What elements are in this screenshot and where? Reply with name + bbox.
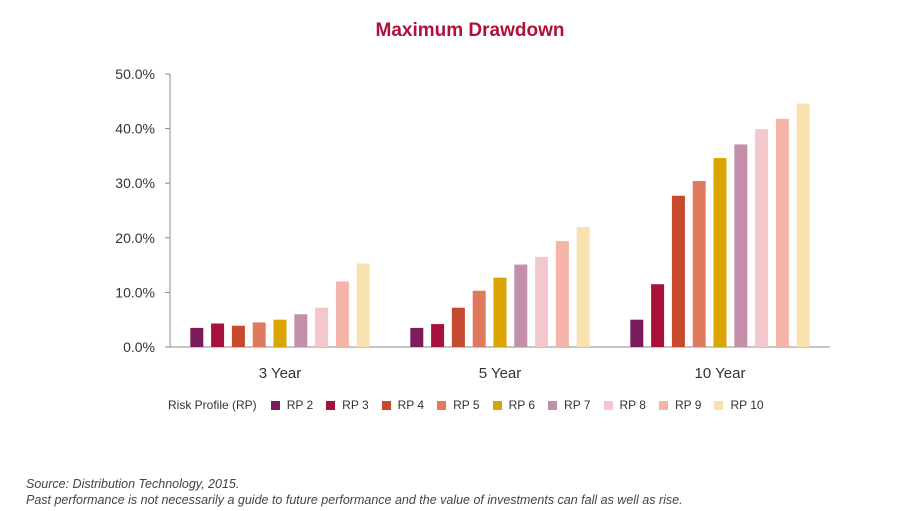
category-label: 3 Year (259, 365, 302, 382)
bar (713, 158, 727, 347)
y-tick-label: 10.0% (115, 284, 155, 300)
legend-label: RP 8 (619, 398, 646, 412)
bar (651, 284, 665, 347)
legend-item: RP 4 (381, 398, 425, 412)
bar (252, 322, 266, 347)
y-tick-label: 40.0% (115, 121, 155, 137)
bar (231, 325, 245, 347)
bar (356, 263, 370, 347)
bar-chart: 0.0% 10.0% 20.0% 30.0% 40.0% 50.0% 3 Year 5 Ye… (115, 66, 830, 382)
legend-label: RP 10 (730, 398, 764, 412)
legend-swatch (437, 400, 447, 410)
bar (190, 327, 204, 347)
legend-label: RP 3 (342, 398, 369, 412)
bar (514, 264, 528, 347)
legend-swatch (270, 400, 280, 410)
legend-label: RP 2 (286, 398, 314, 412)
bar (734, 144, 748, 347)
legend-swatch (381, 400, 391, 410)
bar (315, 307, 329, 347)
legend-label: RP 7 (564, 398, 591, 412)
y-tick-label: 30.0% (115, 175, 155, 191)
bar (451, 307, 465, 347)
legend-label: RP 5 (453, 398, 480, 412)
legend-swatch (326, 400, 336, 410)
legend-label: RP 4 (397, 398, 425, 412)
bar (335, 281, 349, 347)
legend-swatch (603, 400, 613, 410)
bar (555, 241, 569, 347)
bar (692, 181, 706, 347)
bar (493, 277, 507, 347)
legend-item: RP 10 (714, 398, 764, 412)
bar (775, 118, 789, 347)
bar (273, 319, 287, 347)
y-axis: 0.0% 10.0% 20.0% 30.0% 40.0% 50.0% (115, 66, 830, 355)
legend-items: RP 2 RP 3 RP 4 RP 5 RP 6 RP 7 RP 8 RP 9 RP 10 (270, 398, 777, 412)
legend-swatch (492, 400, 502, 410)
legend-item: RP 9 (658, 398, 702, 412)
legend-label: RP 6 (508, 398, 536, 412)
bar (796, 103, 810, 347)
x-axis-labels: 3 Year 5 Year 10 Year (259, 365, 746, 382)
legend-item: RP 6 (492, 398, 536, 412)
footnote: Source: Distribution Technology, 2015. P… (26, 476, 683, 508)
legend: Risk Profile (RP) RP 2 RP 3 RP 4 RP 5 RP 6 RP… (168, 398, 777, 412)
bar (671, 195, 685, 347)
legend-swatch (658, 400, 668, 410)
source-note: Source: Distribution Technology, 2015. (26, 477, 240, 491)
bar (630, 319, 644, 347)
legend-item: RP 8 (603, 398, 646, 412)
legend-item: RP 5 (437, 398, 480, 412)
bar (410, 327, 424, 347)
y-tick-label: 0.0% (123, 339, 155, 355)
category-label: 10 Year (695, 365, 746, 382)
legend-swatch (714, 400, 724, 410)
bar (294, 314, 308, 347)
category-label: 5 Year (479, 365, 522, 382)
bars (190, 103, 810, 347)
legend-title: Risk Profile (RP) (168, 398, 257, 412)
y-tick-label: 50.0% (115, 66, 155, 82)
bar (431, 324, 445, 347)
y-tick-label: 20.0% (115, 230, 155, 246)
bar (472, 290, 486, 347)
bar (576, 226, 590, 347)
legend-label: RP 9 (674, 398, 702, 412)
legend-item: RP 3 (326, 398, 369, 412)
bar (755, 129, 769, 347)
legend-item: RP 2 (270, 398, 314, 412)
bar (535, 256, 549, 347)
legend-item: RP 7 (548, 398, 591, 412)
bar (211, 323, 225, 347)
disclaimer-note: Past performance is not necessarily a gu… (26, 493, 683, 507)
chart-title: Maximum Drawdown (375, 20, 565, 41)
legend-swatch (548, 400, 558, 410)
